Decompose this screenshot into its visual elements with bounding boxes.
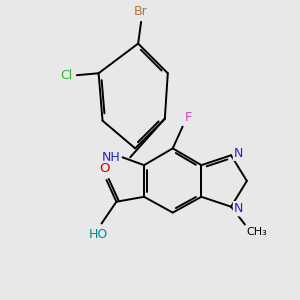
Text: CH₃: CH₃: [247, 227, 268, 237]
Text: NH: NH: [102, 151, 120, 164]
Text: Cl: Cl: [61, 69, 73, 82]
Text: N: N: [234, 147, 243, 160]
Text: HO: HO: [89, 228, 108, 242]
Text: N: N: [234, 202, 243, 215]
Text: F: F: [184, 111, 192, 124]
Text: O: O: [99, 162, 110, 175]
Text: Br: Br: [134, 5, 148, 18]
